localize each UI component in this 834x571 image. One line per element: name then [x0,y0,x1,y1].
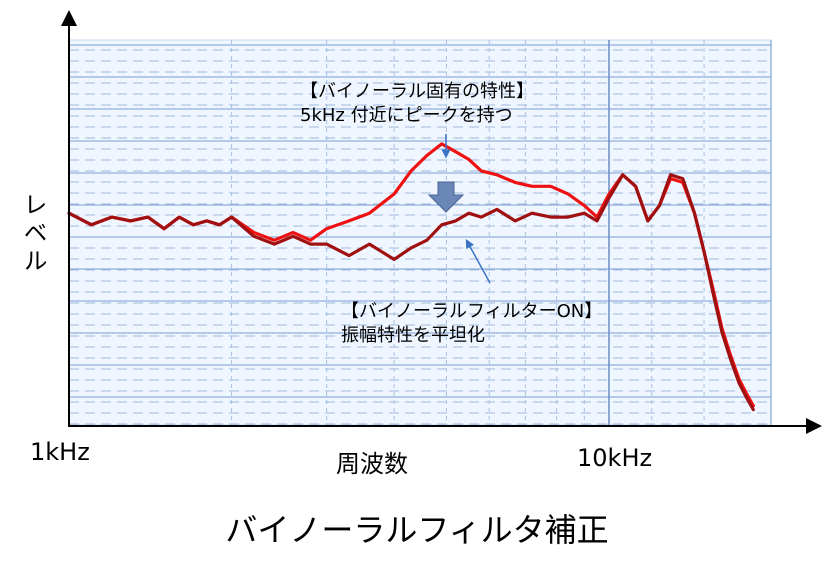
y-axis-label: レベル [16,192,47,276]
y-axis-label-text: レベル [19,192,47,276]
x-tick-label-1khz: 1kHz [30,438,90,466]
annotation-peak-line2: 5kHz 付近にピークを持つ [300,105,513,126]
annotation-peak-line1: 【バイノーラル固有の特性】 [300,81,534,102]
annotation-flat-line1: 【バイノーラルフィルターON】 [341,301,603,322]
minor-gridlines [69,40,771,425]
annotation-flat: 【バイノーラルフィルターON】 振幅特性を平坦化 [341,300,602,348]
down-arrow-icon [427,181,465,213]
annotation-peak: 【バイノーラル固有の特性】 5kHz 付近にピークを持つ [300,80,534,128]
plot-area [68,39,772,426]
x-axis-label: 周波数 [336,450,408,478]
annotation-layer [427,134,491,284]
x-tick-label-10khz: 10kHz [577,444,653,472]
annotation-flat-line2: 振幅特性を平坦化 [341,325,485,346]
chart-title: バイノーラルフィルタ補正 [225,511,609,549]
series-line-2 [67,173,755,412]
flat-pointer-arrow [465,239,491,284]
series-layer [67,142,755,412]
